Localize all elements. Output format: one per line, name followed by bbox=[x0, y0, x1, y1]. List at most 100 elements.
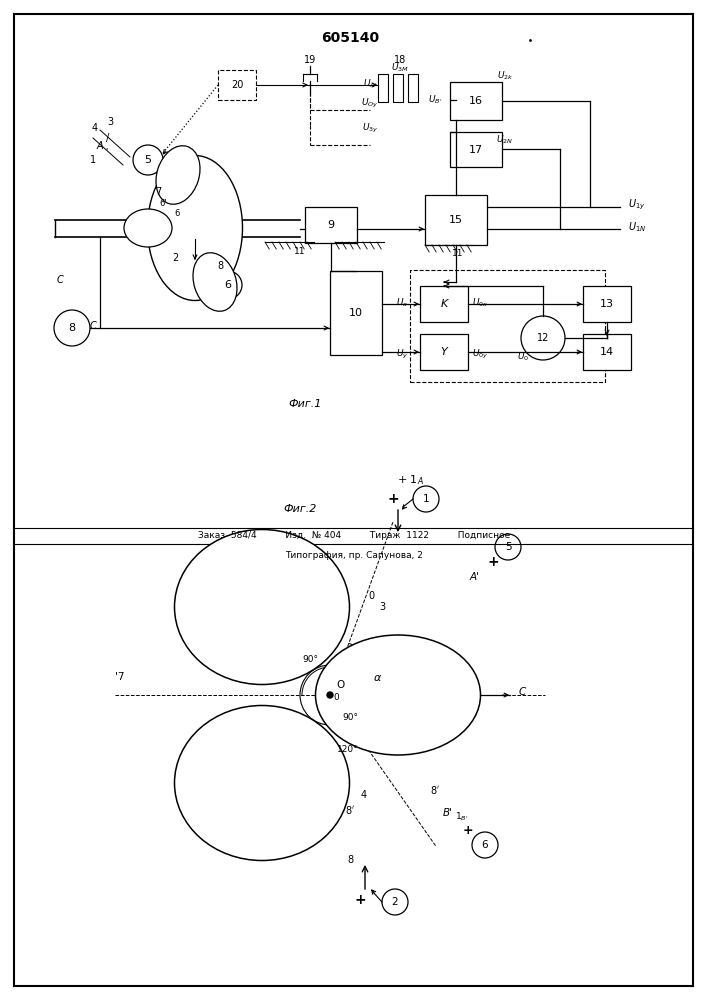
Bar bbox=[583, 334, 631, 370]
Bar bbox=[583, 286, 631, 322]
Bar bbox=[450, 132, 502, 167]
Text: C: C bbox=[518, 687, 525, 697]
Ellipse shape bbox=[156, 146, 200, 204]
Text: 14: 14 bbox=[600, 347, 614, 357]
Text: +: + bbox=[354, 893, 366, 907]
Text: 10: 10 bbox=[349, 308, 363, 318]
Text: '7: '7 bbox=[115, 672, 124, 682]
Text: $U_{0x}$: $U_{0x}$ bbox=[472, 297, 489, 309]
Circle shape bbox=[133, 145, 163, 175]
Text: 6: 6 bbox=[225, 280, 231, 290]
Ellipse shape bbox=[124, 209, 172, 247]
Text: $+\ 1_A$: $+\ 1_A$ bbox=[397, 473, 423, 487]
Text: $U_{3y}$: $U_{3y}$ bbox=[362, 121, 378, 135]
Text: $0$: $0$ bbox=[368, 589, 375, 601]
Bar bbox=[420, 334, 468, 370]
Bar bbox=[378, 74, 388, 102]
Text: $U_{A'}$: $U_{A'}$ bbox=[363, 78, 378, 90]
Text: 15: 15 bbox=[449, 215, 463, 225]
Text: A: A bbox=[97, 141, 103, 151]
Text: B': B' bbox=[443, 808, 453, 818]
Text: 16: 16 bbox=[469, 96, 483, 106]
Text: C: C bbox=[57, 275, 64, 285]
Text: Заказ  584/4          Изд.  № 404          Тираж  1122          Подписное: Заказ 584/4 Изд. № 404 Тираж 1122 Подпис… bbox=[198, 532, 510, 540]
Text: +: + bbox=[487, 555, 499, 569]
Text: $U_{Oy}$: $U_{Oy}$ bbox=[361, 96, 379, 110]
Text: 7: 7 bbox=[155, 187, 161, 197]
Circle shape bbox=[413, 486, 439, 512]
Text: 5: 5 bbox=[505, 542, 511, 552]
Text: 20: 20 bbox=[230, 80, 243, 90]
Text: 3: 3 bbox=[107, 117, 113, 127]
Text: $U_y$: $U_y$ bbox=[396, 347, 408, 361]
Ellipse shape bbox=[175, 706, 349, 860]
Text: O: O bbox=[336, 680, 344, 690]
Text: $\alpha$: $\alpha$ bbox=[373, 673, 382, 683]
Text: 6': 6' bbox=[159, 198, 167, 208]
Text: 1: 1 bbox=[423, 494, 429, 504]
Text: 6: 6 bbox=[175, 209, 180, 218]
Text: C: C bbox=[90, 321, 96, 331]
Text: $1_{B'}$: $1_{B'}$ bbox=[455, 811, 469, 823]
Text: 120°: 120° bbox=[337, 746, 359, 754]
Circle shape bbox=[300, 665, 360, 725]
Text: $U_{1y}$: $U_{1y}$ bbox=[628, 198, 645, 212]
Ellipse shape bbox=[148, 155, 243, 300]
Text: 11: 11 bbox=[452, 249, 464, 258]
Text: $U_{0y}$: $U_{0y}$ bbox=[472, 347, 489, 361]
Text: 1: 1 bbox=[90, 155, 96, 165]
Text: A': A' bbox=[470, 572, 480, 582]
Text: 11: 11 bbox=[294, 246, 305, 255]
Bar bbox=[330, 271, 382, 355]
Text: 2: 2 bbox=[392, 897, 398, 907]
Ellipse shape bbox=[315, 635, 481, 755]
Text: $U_{3M}$: $U_{3M}$ bbox=[391, 62, 409, 74]
Ellipse shape bbox=[193, 253, 237, 311]
Circle shape bbox=[495, 534, 521, 560]
Text: $U_{2k}$: $U_{2k}$ bbox=[497, 70, 513, 82]
Circle shape bbox=[54, 310, 90, 346]
Text: $U_{2N}$: $U_{2N}$ bbox=[496, 134, 513, 146]
Text: $U_0$: $U_0$ bbox=[517, 351, 529, 363]
Text: 4: 4 bbox=[92, 123, 98, 133]
Text: 3: 3 bbox=[379, 602, 385, 612]
Text: Фиг.2: Фиг.2 bbox=[284, 504, 317, 514]
Text: 0: 0 bbox=[333, 694, 339, 702]
Text: /: / bbox=[106, 133, 110, 143]
Text: K: K bbox=[440, 299, 448, 309]
Bar bbox=[408, 74, 418, 102]
Text: Фиг.1: Фиг.1 bbox=[288, 399, 322, 409]
Text: 9: 9 bbox=[327, 220, 334, 230]
Bar bbox=[450, 82, 502, 120]
Text: $U_{B'}$: $U_{B'}$ bbox=[428, 94, 443, 106]
Text: $8'$: $8'$ bbox=[345, 804, 355, 816]
Text: $U_{1N}$: $U_{1N}$ bbox=[628, 220, 646, 234]
Text: 6: 6 bbox=[481, 840, 489, 850]
Text: $U_x$: $U_x$ bbox=[396, 297, 408, 309]
Bar bbox=[425, 195, 487, 245]
Circle shape bbox=[521, 316, 565, 360]
Text: 17: 17 bbox=[469, 145, 483, 155]
Text: 18: 18 bbox=[394, 55, 406, 65]
Bar bbox=[420, 286, 468, 322]
Text: 2: 2 bbox=[172, 253, 178, 263]
Circle shape bbox=[214, 271, 242, 299]
Text: 90°: 90° bbox=[302, 654, 318, 664]
Text: 8: 8 bbox=[217, 261, 223, 271]
Circle shape bbox=[472, 832, 498, 858]
Text: ': ' bbox=[105, 147, 107, 156]
Text: 19: 19 bbox=[304, 55, 316, 65]
Text: 8: 8 bbox=[69, 323, 76, 333]
Circle shape bbox=[382, 889, 408, 915]
Ellipse shape bbox=[175, 530, 349, 684]
Text: 5: 5 bbox=[144, 155, 151, 165]
Text: 8: 8 bbox=[347, 855, 353, 865]
Text: +: + bbox=[462, 824, 473, 836]
Bar bbox=[305, 207, 357, 243]
Text: Y: Y bbox=[440, 347, 448, 357]
Circle shape bbox=[327, 692, 333, 698]
Text: 12: 12 bbox=[537, 333, 549, 343]
Bar bbox=[218, 70, 256, 100]
Bar bbox=[393, 74, 403, 102]
Circle shape bbox=[182, 215, 208, 241]
